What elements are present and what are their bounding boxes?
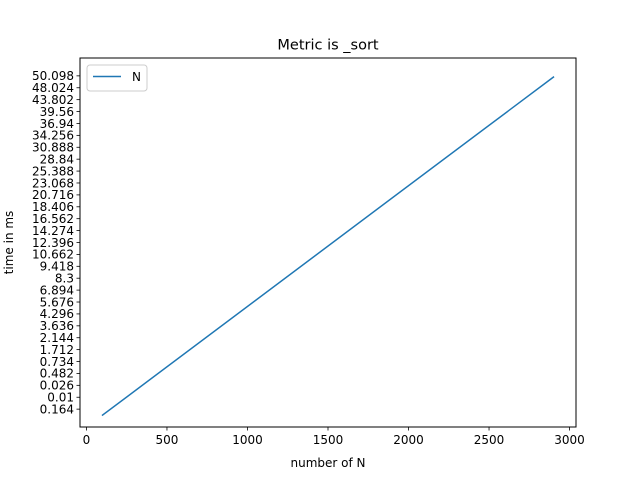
y-axis: 0.1640.010.0260.4820.7341.7122.1443.6364…: [32, 69, 80, 416]
legend: N: [86, 64, 148, 92]
y-tick-label: 8.3: [55, 272, 74, 286]
y-tick-label: 4.296: [40, 307, 74, 321]
y-tick-label: 0.734: [40, 355, 74, 369]
x-tick-label: 3000: [554, 433, 585, 447]
x-axis: 0 500 1000 1500 2000 2500 3000: [83, 427, 585, 447]
x-tick-label: 2000: [393, 433, 424, 447]
y-axis-label: time in ms: [2, 211, 16, 275]
x-tick-label: 1500: [313, 433, 344, 447]
y-tick-label: 23.068: [32, 176, 74, 190]
y-tick-label: 48.024: [32, 81, 74, 95]
y-tick-label: 0.164: [40, 402, 74, 416]
y-tick-label: 25.388: [32, 164, 74, 178]
x-axis-label: number of N: [290, 456, 365, 470]
y-tick-label: 16.562: [32, 212, 74, 226]
series-line-N: [101, 76, 555, 417]
series-layer: [101, 76, 555, 417]
y-tick-label: 0.482: [40, 367, 74, 381]
y-tick-label: 1.712: [40, 343, 74, 357]
y-tick-label: 3.636: [40, 319, 74, 333]
x-tick-label: 2500: [474, 433, 505, 447]
x-tick-label: 0: [83, 433, 91, 447]
y-tick-label: 43.802: [32, 93, 74, 107]
y-tick-label: 10.662: [32, 248, 74, 262]
y-tick-label: 2.144: [40, 331, 74, 345]
y-tick-label: 9.418: [40, 260, 74, 274]
y-tick-label: 5.676: [40, 295, 74, 309]
y-tick-label: 36.94: [40, 117, 74, 131]
chart-title: Metric is _sort: [277, 38, 379, 54]
y-tick-label: 50.098: [32, 69, 74, 83]
y-tick-label: 0.026: [40, 379, 74, 393]
y-tick-label: 20.716: [32, 188, 74, 202]
y-tick-label: 0.01: [47, 391, 74, 405]
y-tick-label: 30.888: [32, 141, 74, 155]
y-tick-label: 12.396: [32, 236, 74, 250]
x-tick-label: 1000: [232, 433, 263, 447]
y-tick-label: 6.894: [40, 283, 74, 297]
legend-label: N: [132, 70, 141, 84]
y-tick-label: 14.274: [32, 224, 74, 238]
y-tick-label: 39.56: [40, 105, 74, 119]
x-tick-label: 500: [156, 433, 179, 447]
y-tick-label: 34.256: [32, 129, 74, 143]
y-tick-label: 18.406: [32, 200, 74, 214]
legend-box: [86, 64, 148, 92]
y-tick-label: 28.84: [40, 152, 74, 166]
